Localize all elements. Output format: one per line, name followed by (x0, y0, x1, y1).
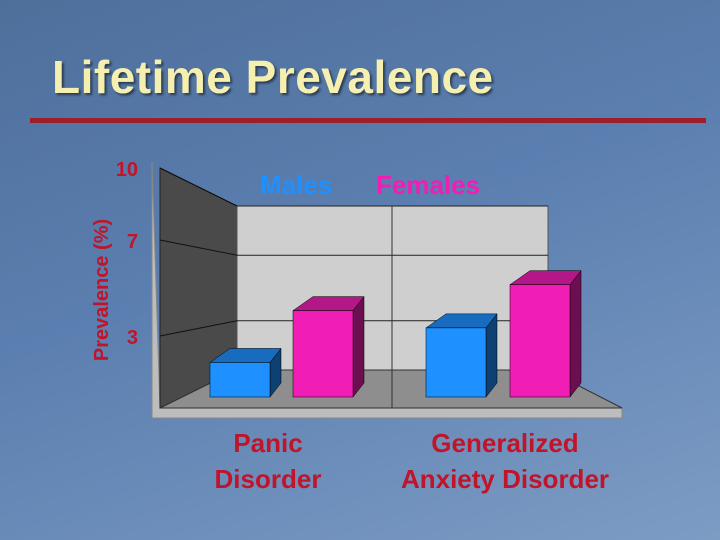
gridline (159, 320, 238, 337)
legend-males: Males (260, 170, 332, 200)
bar-females-0 (292, 310, 354, 398)
y-tick-label: 3 (127, 327, 138, 349)
gridline (159, 239, 238, 256)
chart-frame (151, 161, 623, 419)
bar-side (569, 269, 582, 398)
x-tick-label: Disorder (215, 464, 322, 494)
bar-side (352, 295, 365, 398)
x-tick-label: Generalized (431, 428, 578, 458)
title-underline (30, 118, 706, 123)
y-tick-label: 10 (116, 159, 138, 181)
x-tick-label: Anxiety Disorder (401, 464, 609, 494)
x-tick-label: Panic (233, 428, 302, 458)
y-tick-label: 7 (127, 231, 138, 253)
page-title: Lifetime Prevalence (52, 51, 494, 103)
bar-females-1 (509, 284, 571, 398)
gridline (159, 167, 238, 207)
bar-males-1 (425, 327, 487, 398)
legend-females: Females (376, 170, 480, 200)
bar-males-0 (209, 362, 271, 398)
bar-side (485, 313, 498, 398)
y-axis-label: Prevalence (%) (91, 219, 113, 361)
